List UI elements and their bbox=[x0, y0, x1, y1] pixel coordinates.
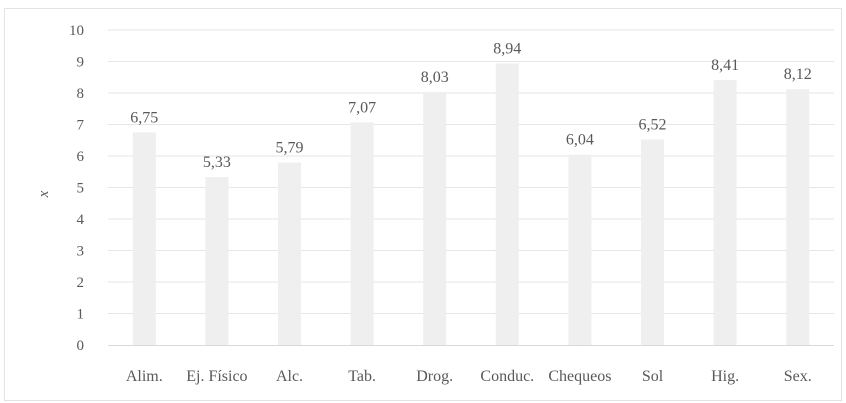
y-tick-label: 10 bbox=[69, 23, 84, 39]
x-tick-label: Hig. bbox=[711, 368, 739, 385]
x-tick-label: Drog. bbox=[416, 368, 453, 385]
bar bbox=[132, 132, 156, 345]
bar-value-label: 8,41 bbox=[711, 57, 739, 74]
data-labels: 6,75 5,33 5,79 7,07 8,03 8,94 6,04 6,52 8,41 8,12 bbox=[130, 40, 811, 171]
y-tick-label: 7 bbox=[77, 118, 85, 134]
x-tick-label: Alim. bbox=[126, 368, 163, 385]
y-tick-label: 6 bbox=[77, 149, 85, 165]
x-tick-label: Chequeos bbox=[548, 368, 611, 385]
bar-value-label: 6,75 bbox=[130, 109, 158, 126]
y-axis-title: x bbox=[36, 190, 52, 198]
x-tick-label: Alc. bbox=[276, 368, 303, 385]
bar bbox=[786, 89, 810, 345]
y-axis-ticks: 0 1 2 3 4 5 6 7 8 9 10 bbox=[69, 23, 85, 354]
bar bbox=[495, 63, 519, 345]
bar-value-label: 5,79 bbox=[276, 140, 304, 157]
bars bbox=[132, 63, 810, 346]
y-tick-label: 2 bbox=[77, 275, 85, 291]
bar bbox=[350, 122, 374, 345]
y-tick-label: 5 bbox=[77, 181, 85, 197]
bar bbox=[713, 80, 737, 346]
gridlines bbox=[108, 29, 834, 314]
x-tick-label: Ej. Físico bbox=[186, 368, 247, 385]
y-tick-label: 8 bbox=[77, 86, 85, 102]
y-tick-label: 4 bbox=[77, 212, 85, 228]
x-axis-ticks: Alim. Ej. Físico Alc. Tab. Drog. Conduc. Chequ… bbox=[126, 368, 812, 385]
bar bbox=[641, 139, 664, 345]
bar-value-label: 5,33 bbox=[203, 154, 231, 171]
bar bbox=[205, 177, 229, 345]
x-tick-label: Sex. bbox=[784, 368, 812, 385]
bar-value-label: 6,04 bbox=[566, 132, 594, 149]
bar-value-label: 8,12 bbox=[784, 66, 812, 83]
bar bbox=[423, 92, 447, 346]
x-tick-label: Conduc. bbox=[480, 368, 534, 385]
y-tick-label: 1 bbox=[77, 307, 85, 323]
bar-value-label: 6,52 bbox=[639, 117, 667, 134]
bar bbox=[568, 154, 592, 345]
y-tick-label: 0 bbox=[77, 338, 85, 354]
y-tick-label: 3 bbox=[77, 244, 85, 260]
bar bbox=[278, 162, 301, 345]
x-tick-label: Sol bbox=[642, 368, 664, 385]
bar-value-label: 8,94 bbox=[493, 40, 521, 57]
y-tick-label: 9 bbox=[77, 55, 85, 71]
bar-value-label: 8,03 bbox=[421, 69, 449, 86]
x-tick-label: Tab. bbox=[348, 368, 376, 385]
bar-value-label: 7,07 bbox=[348, 99, 376, 116]
